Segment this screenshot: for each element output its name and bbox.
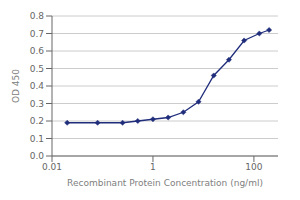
svg-text:OD 450: OD 450	[11, 69, 21, 103]
svg-text:100: 100	[245, 162, 262, 172]
svg-text:0.6: 0.6	[30, 46, 45, 56]
svg-text:0.3: 0.3	[30, 99, 44, 109]
svg-text:Recombinant Protein Concentrat: Recombinant Protein Concentration (ng/ml…	[67, 178, 263, 188]
svg-text:0.1: 0.1	[30, 134, 44, 144]
svg-text:0.01: 0.01	[42, 162, 62, 172]
svg-text:0.4: 0.4	[30, 81, 45, 91]
svg-text:0.2: 0.2	[30, 116, 44, 126]
svg-text:0.7: 0.7	[30, 29, 44, 39]
svg-text:1: 1	[150, 162, 156, 172]
svg-text:0.0: 0.0	[30, 151, 45, 161]
svg-text:0.8: 0.8	[30, 11, 45, 21]
svg-text:0.5: 0.5	[30, 64, 44, 74]
